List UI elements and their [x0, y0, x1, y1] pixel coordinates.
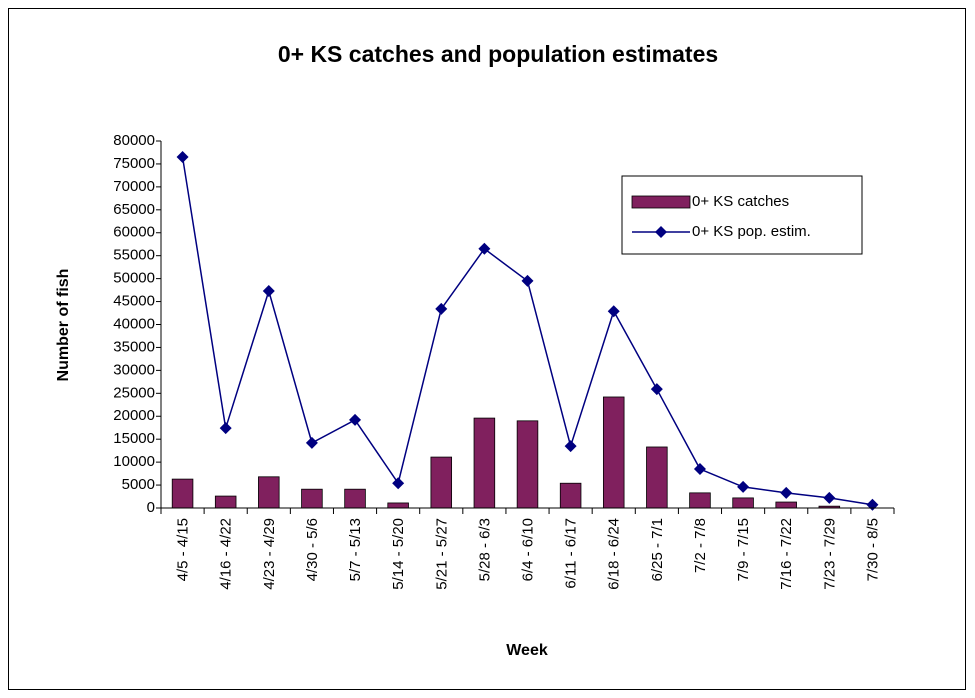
marker [305, 436, 318, 449]
legend-label: 0+ KS pop. estim. [692, 223, 811, 240]
x-tick-label: 4/16 - 4/22 [218, 518, 235, 590]
marker [262, 285, 275, 298]
marker [219, 422, 232, 435]
bar [301, 488, 323, 509]
y-tick-label: 15000 [113, 430, 155, 447]
bar [387, 502, 409, 509]
legend [621, 175, 863, 255]
bar [516, 420, 539, 509]
chart-frame [8, 8, 966, 690]
y-tick-label: 80000 [113, 132, 155, 149]
x-tick-label: 7/30 - 8/5 [864, 518, 881, 581]
bar [689, 492, 711, 509]
x-tick-label: 4/30 - 5/6 [304, 518, 321, 581]
marker [607, 305, 620, 318]
marker [521, 274, 534, 287]
bar [559, 482, 582, 509]
bar [646, 446, 668, 509]
bar [214, 495, 237, 509]
y-axis-label: Number of fish [55, 269, 72, 382]
marker [564, 440, 577, 453]
x-tick-label: 7/2 - 7/8 [692, 518, 709, 573]
marker [780, 486, 793, 499]
x-tick-label: 6/11 - 6/17 [563, 518, 580, 589]
bar [602, 396, 625, 509]
x-tick-label: 5/14 - 5/20 [390, 518, 407, 590]
bar [171, 478, 194, 509]
x-tick-label: 5/28 - 6/3 [476, 518, 493, 581]
marker [650, 383, 663, 396]
y-tick-label: 55000 [113, 247, 155, 264]
marker [435, 302, 448, 315]
y-tick-label: 75000 [113, 155, 155, 172]
x-tick-label: 6/18 - 6/24 [606, 518, 623, 590]
x-tick-label: 4/5 - 4/15 [175, 518, 192, 581]
y-tick-label: 40000 [113, 315, 155, 332]
marker [737, 480, 750, 493]
marker [349, 413, 362, 426]
bar [775, 501, 797, 509]
y-tick-label: 0 [147, 499, 155, 516]
legend-marker [655, 226, 667, 238]
marker [176, 151, 189, 164]
y-tick-label: 70000 [113, 178, 155, 195]
legend-label: 0+ KS catches [692, 193, 789, 210]
x-axis-label: Week [506, 642, 548, 659]
y-tick-label: 50000 [113, 270, 155, 287]
y-tick-label: 45000 [113, 293, 155, 310]
bar [344, 488, 366, 509]
y-tick-label: 10000 [113, 453, 155, 470]
x-tick-label: 5/7 - 5/13 [347, 518, 364, 581]
bar [430, 456, 453, 509]
x-tick-label: 7/16 - 7/22 [778, 518, 795, 590]
y-tick-label: 30000 [113, 361, 155, 378]
marker [478, 242, 491, 255]
x-tick-label: 4/23 - 4/29 [261, 518, 278, 590]
x-tick-label: 6/4 - 6/10 [520, 518, 537, 581]
marker [392, 477, 405, 490]
x-tick-label: 7/9 - 7/15 [735, 518, 752, 581]
y-tick-label: 65000 [113, 201, 155, 218]
y-tick-label: 35000 [113, 338, 155, 355]
y-tick-label: 20000 [113, 407, 155, 424]
bar [732, 497, 754, 509]
y-tick-label: 5000 [122, 476, 155, 493]
chart-title: 0+ KS catches and population estimates [278, 41, 718, 67]
marker [693, 463, 706, 476]
bar [258, 476, 280, 509]
legend-swatch [631, 195, 691, 209]
x-tick-label: 7/23 - 7/29 [821, 518, 838, 590]
bar [473, 417, 496, 509]
x-tick-label: 5/21 - 5/27 [433, 518, 450, 590]
y-tick-label: 60000 [113, 224, 155, 241]
marker [823, 491, 836, 504]
x-tick-label: 6/25 - 7/1 [649, 518, 666, 581]
y-tick-label: 25000 [113, 384, 155, 401]
